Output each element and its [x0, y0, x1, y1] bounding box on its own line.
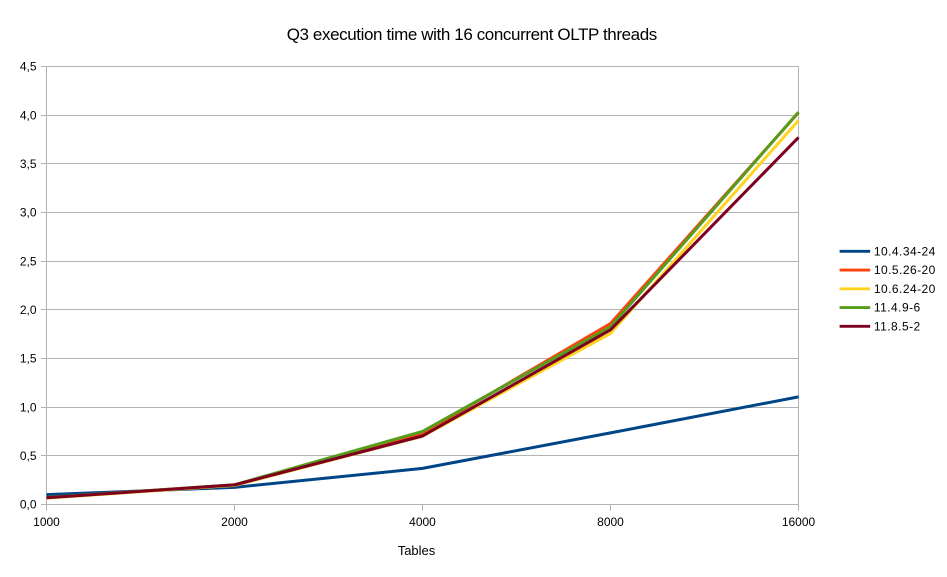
svg-text:3,5: 3,5 [20, 157, 37, 171]
svg-text:0,0: 0,0 [20, 498, 37, 512]
svg-text:1,5: 1,5 [20, 352, 37, 366]
svg-text:10.6.24-20: 10.6.24-20 [874, 282, 936, 296]
svg-text:4000: 4000 [409, 515, 436, 529]
svg-text:4,0: 4,0 [20, 108, 37, 122]
svg-text:11.4.9-6: 11.4.9-6 [874, 301, 921, 315]
svg-text:3,0: 3,0 [20, 206, 37, 220]
svg-text:Q3 execution time with 16 conc: Q3 execution time with 16 concurrent OLT… [287, 25, 658, 44]
svg-text:2,5: 2,5 [20, 254, 37, 268]
svg-text:0,5: 0,5 [20, 449, 37, 463]
svg-text:11.8.5-2: 11.8.5-2 [874, 319, 921, 333]
svg-text:1,0: 1,0 [20, 400, 37, 414]
svg-text:10.4.34-24: 10.4.34-24 [874, 244, 936, 258]
svg-text:4,5: 4,5 [20, 60, 37, 74]
svg-text:10.5.26-20: 10.5.26-20 [874, 263, 936, 277]
svg-text:1000: 1000 [33, 515, 60, 529]
svg-text:8000: 8000 [597, 515, 624, 529]
svg-text:2,0: 2,0 [20, 303, 37, 317]
svg-text:16000: 16000 [782, 515, 816, 529]
svg-text:2000: 2000 [221, 515, 248, 529]
svg-text:Tables: Tables [398, 543, 436, 558]
